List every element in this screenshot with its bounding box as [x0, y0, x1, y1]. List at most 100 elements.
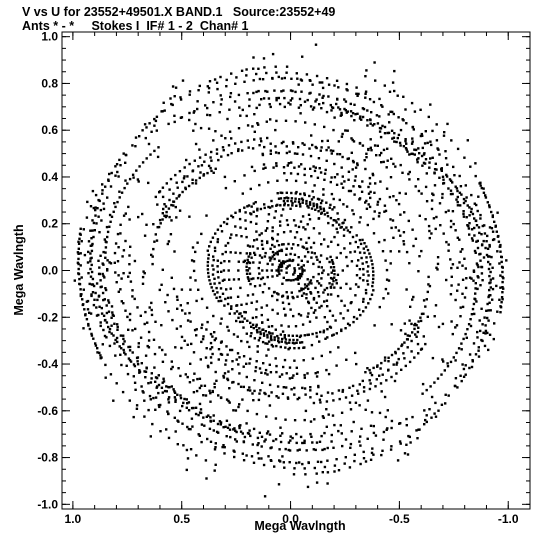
uv-point	[379, 180, 382, 183]
uv-point	[155, 239, 159, 242]
uv-point	[499, 305, 502, 308]
uv-point	[363, 251, 366, 255]
y-tick-label: -0.8	[37, 451, 58, 465]
uv-point	[176, 307, 179, 310]
uv-point	[105, 225, 109, 229]
uv-point	[298, 289, 301, 293]
uv-point	[320, 277, 323, 280]
uv-point	[283, 76, 286, 80]
uv-point	[410, 339, 413, 343]
uv-point	[122, 348, 125, 352]
uv-point	[486, 302, 489, 306]
uv-point	[325, 110, 329, 114]
uv-point	[300, 90, 303, 93]
uv-point	[392, 112, 395, 116]
uv-point	[285, 386, 288, 389]
uv-point	[101, 343, 104, 346]
uv-point	[476, 263, 479, 267]
uv-point	[369, 122, 372, 125]
uv-point	[368, 252, 371, 255]
uv-point	[212, 258, 215, 262]
uv-point	[144, 310, 147, 314]
uv-point	[431, 356, 435, 360]
uv-point	[166, 293, 169, 297]
uv-point	[237, 316, 240, 319]
uv-point	[390, 445, 393, 448]
uv-point	[194, 412, 198, 416]
uv-point	[236, 335, 239, 338]
uv-point	[239, 114, 242, 117]
uv-point	[482, 187, 485, 190]
uv-point	[245, 74, 248, 77]
uv-point	[171, 318, 174, 322]
uv-point	[487, 348, 490, 352]
uv-point	[211, 273, 215, 276]
uv-point	[282, 89, 285, 92]
uv-point	[321, 86, 325, 90]
uv-point	[367, 185, 370, 189]
uv-point	[153, 352, 157, 356]
uv-point	[249, 220, 253, 224]
uv-point	[467, 323, 471, 326]
uv-point	[246, 92, 249, 95]
uv-point	[478, 231, 481, 235]
uv-point	[206, 320, 209, 324]
uv-point	[211, 335, 214, 338]
uv-point	[193, 372, 196, 375]
uv-point	[474, 251, 477, 254]
uv-point	[295, 231, 299, 234]
uv-point	[245, 362, 248, 365]
uv-point	[356, 112, 359, 115]
uv-point	[260, 277, 263, 281]
uv-point	[153, 240, 156, 243]
uv-point	[234, 211, 237, 214]
x-tick-label: 0.0	[282, 512, 299, 526]
uv-point	[283, 336, 286, 339]
uv-point	[183, 397, 186, 401]
uv-point	[332, 197, 335, 201]
uv-point	[164, 301, 167, 304]
uv-point	[267, 325, 271, 328]
uv-point	[315, 316, 318, 319]
uv-point	[325, 201, 328, 204]
uv-point	[157, 404, 161, 407]
uv-point	[482, 256, 486, 259]
uv-point	[366, 367, 369, 370]
uv-point	[276, 233, 280, 236]
uv-point	[128, 359, 132, 362]
uv-point	[90, 294, 93, 298]
uv-point	[326, 320, 329, 324]
uv-point	[387, 131, 391, 135]
uv-point	[479, 284, 482, 287]
uv-point	[244, 219, 247, 222]
uv-point	[253, 169, 256, 173]
uv-point	[498, 298, 501, 301]
uv-point	[344, 456, 347, 459]
uv-point	[297, 256, 300, 259]
uv-point	[179, 96, 182, 99]
uv-point	[246, 258, 249, 262]
uv-point	[332, 269, 335, 272]
uv-point	[262, 463, 266, 467]
uv-point	[332, 446, 335, 449]
uv-point	[297, 312, 301, 316]
uv-point	[461, 264, 464, 267]
uv-point	[198, 386, 202, 390]
uv-point	[120, 300, 123, 303]
uv-point	[162, 207, 165, 211]
uv-point	[331, 106, 335, 110]
uv-point	[90, 334, 94, 337]
uv-point	[106, 235, 109, 239]
uv-point	[407, 219, 410, 223]
uv-point	[385, 278, 389, 281]
uv-point	[428, 161, 431, 164]
uv-point	[269, 337, 273, 340]
uv-point	[301, 198, 305, 202]
uv-point	[402, 240, 405, 243]
uv-point	[421, 134, 424, 137]
uv-point	[311, 83, 314, 86]
uv-point	[144, 136, 147, 140]
uv-point	[430, 416, 433, 419]
uv-point	[292, 314, 295, 318]
uv-point	[332, 262, 335, 265]
